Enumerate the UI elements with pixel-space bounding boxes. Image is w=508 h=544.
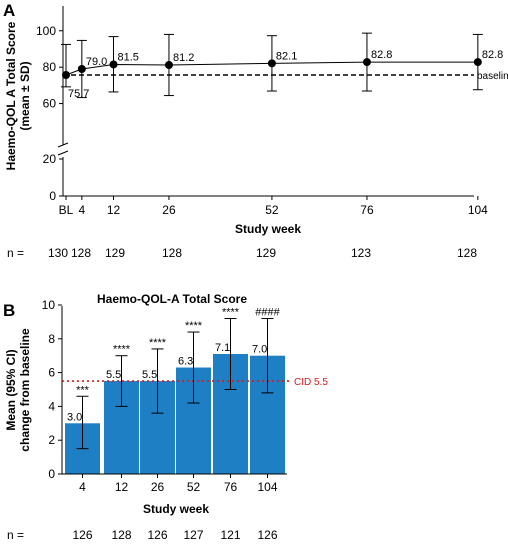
mean-point — [77, 64, 86, 73]
bar-value-label: 5.5 — [106, 369, 121, 381]
y-tick-label: 4 — [48, 399, 55, 413]
mean-point — [362, 58, 371, 67]
bar-value-label: 3.0 — [67, 411, 82, 423]
n-value: 126 — [72, 528, 92, 542]
y-tick-label: 10 — [42, 298, 56, 312]
y-tick-label: 6 — [48, 366, 55, 380]
cid-label: CID 5.5 — [294, 377, 328, 388]
significance-label: **** — [113, 344, 131, 356]
panel-a-letter: A — [3, 1, 15, 20]
chart-title: Haemo-QOL-A Total Score — [97, 292, 247, 306]
n-value: 127 — [183, 528, 203, 542]
n-value: 129 — [105, 246, 125, 260]
mean-point — [267, 59, 276, 68]
panel-b: B Haemo-QOL-A Total Score 0 2 4 6 8 10 Mean (95… — [3, 292, 328, 542]
y-tick-label: 100 — [36, 24, 56, 38]
y-tick-label: 80 — [43, 60, 57, 74]
y-axis-title-line2: (mean ± SD) — [18, 61, 32, 130]
n-value: 126 — [257, 528, 277, 542]
panel-a: A 100 80 60 20 0 Haemo-QOL A Total Score (mean… — [3, 1, 508, 260]
mean-label: 82.1 — [276, 50, 297, 62]
n-value: 128 — [111, 528, 131, 542]
x-axis-title: Study week — [235, 222, 301, 236]
x-tick-label: BL — [59, 203, 74, 217]
bar-value-label: 6.3 — [178, 356, 193, 368]
n-value: 130 — [48, 246, 68, 260]
mean-point — [164, 60, 173, 69]
bar-value-label: 7.0 — [252, 344, 267, 356]
axis-break-mark — [57, 150, 69, 156]
x-tick-label: 12 — [107, 203, 121, 217]
x-tick-label: 52 — [187, 480, 201, 494]
bar-value-label: 5.5 — [142, 369, 157, 381]
y-tick-label: 60 — [43, 97, 57, 111]
x-tick-label: 52 — [265, 203, 279, 217]
n-value: 129 — [256, 246, 276, 260]
significance-label: #### — [255, 307, 280, 319]
x-axis-title: Study week — [143, 502, 209, 516]
n-value: 123 — [351, 246, 371, 260]
mean-label: 79.0 — [86, 56, 107, 68]
y-tick-label: 0 — [48, 467, 55, 481]
x-tick-label: 4 — [78, 203, 85, 217]
x-tick-label: 76 — [360, 203, 374, 217]
significance-label: **** — [149, 337, 167, 349]
n-value: 126 — [147, 528, 167, 542]
x-tick-label: 26 — [151, 480, 165, 494]
mean-point — [109, 60, 118, 69]
axis-break-mark — [57, 142, 69, 148]
bar-value-label: 7.1 — [215, 342, 230, 354]
n-row-label: n = — [7, 246, 24, 260]
x-tick-label: 104 — [468, 203, 488, 217]
y-tick-label: 20 — [43, 152, 57, 166]
baseline-label: baseline — [477, 71, 508, 82]
n-value: 121 — [220, 528, 240, 542]
x-tick-label: 26 — [162, 203, 176, 217]
mean-label: 82.8 — [371, 49, 392, 61]
mean-point — [473, 58, 482, 67]
mean-label: 82.8 — [482, 49, 503, 61]
mean-label: 81.2 — [173, 52, 194, 64]
x-tick-label: 12 — [115, 480, 129, 494]
y-tick-label: 2 — [48, 433, 55, 447]
significance-label: *** — [76, 384, 90, 396]
significance-label: **** — [185, 320, 203, 332]
x-tick-label: 104 — [257, 480, 277, 494]
n-value: 128 — [71, 246, 91, 260]
y-axis-title-line2: change from baseline — [18, 328, 32, 452]
n-value: 128 — [162, 246, 182, 260]
y-axis-title-line1: Haemo-QOL A Total Score — [4, 21, 18, 170]
mean-point — [62, 71, 70, 79]
panel-b-letter: B — [3, 301, 15, 320]
y-axis-title-line1: Mean (95% CI) — [4, 349, 18, 430]
n-value: 128 — [457, 246, 477, 260]
significance-label: **** — [222, 307, 240, 319]
n-row-label: n = — [7, 528, 24, 542]
mean-label: 81.5 — [118, 51, 139, 63]
y-tick-label: 8 — [48, 332, 55, 346]
mean-label: 75.7 — [68, 88, 89, 100]
x-tick-label: 4 — [79, 480, 86, 494]
x-tick-label: 76 — [224, 480, 238, 494]
y-tick-label: 0 — [49, 189, 56, 203]
